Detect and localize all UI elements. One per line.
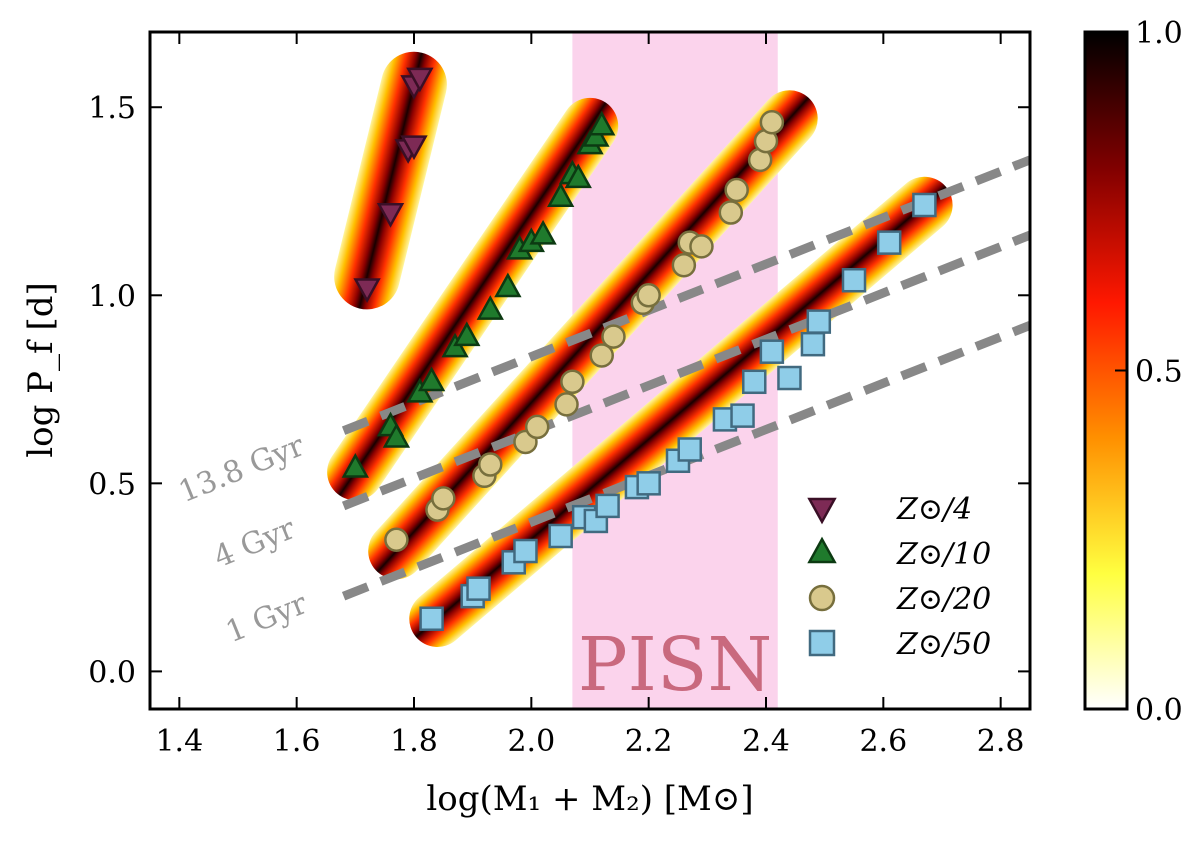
data-point-series-3 bbox=[554, 392, 579, 417]
data-point-series-4 bbox=[876, 230, 902, 255]
legend-label: Z⊙/4 bbox=[896, 492, 972, 527]
data-point-series-3 bbox=[636, 283, 661, 308]
data-point-series-3 bbox=[478, 452, 503, 477]
legend-label: Z⊙/10 bbox=[896, 537, 991, 572]
data-point-series-4 bbox=[841, 267, 867, 293]
legend-label: Z⊙/20 bbox=[896, 582, 991, 617]
legend-marker bbox=[807, 497, 837, 525]
y-tick-label: 0.0 bbox=[88, 655, 136, 690]
x-tick-label: 2.0 bbox=[507, 724, 555, 759]
data-point-series-4 bbox=[677, 437, 702, 462]
data-point-series-4 bbox=[548, 523, 573, 549]
data-point-series-2 bbox=[382, 422, 411, 448]
x-tick-label: 2.2 bbox=[625, 724, 673, 759]
data-point-series-3 bbox=[560, 369, 585, 395]
band-layer bbox=[327, 51, 953, 647]
data-point-series-2 bbox=[341, 453, 370, 478]
data-point-series-3 bbox=[431, 486, 456, 511]
data-point-series-4 bbox=[636, 471, 661, 496]
data-point-series-2 bbox=[476, 295, 504, 320]
y-tick-label: 1.0 bbox=[88, 279, 136, 314]
y-axis-label: log P_f [d] bbox=[21, 282, 61, 457]
axes-frame bbox=[148, 30, 1032, 711]
colorbar-ticks: 0.0 0.5 1.0 bbox=[1115, 16, 1183, 728]
data-point-series-3 bbox=[689, 234, 714, 259]
data-point-series-1 bbox=[353, 278, 381, 303]
data-point-series-3 bbox=[724, 177, 749, 203]
pisn-label: PISN bbox=[578, 622, 772, 708]
data-point-series-2 bbox=[494, 272, 522, 298]
data-point-series-4 bbox=[777, 365, 802, 391]
marker-layer bbox=[341, 67, 937, 631]
data-point-series-3 bbox=[601, 324, 626, 349]
data-point-series-3 bbox=[671, 252, 697, 278]
tick-layer: 1.4 1.6 1.8 2.0 2.2 2.4 2.6 2.8 0.0 0.5 1.0 1.5 bbox=[88, 32, 1030, 759]
data-point-series-2 bbox=[546, 182, 575, 207]
legend-label: Z⊙/50 bbox=[896, 627, 991, 662]
x-tick-label: 1.6 bbox=[273, 724, 321, 759]
colorbar-tick-label: 0.5 bbox=[1135, 355, 1183, 390]
data-point-series-3 bbox=[718, 200, 744, 225]
data-point-series-2 bbox=[417, 366, 446, 392]
data-point-series-2 bbox=[453, 321, 481, 347]
colorbar-tick-label: 0.0 bbox=[1135, 693, 1183, 728]
data-point-series-4 bbox=[730, 403, 755, 428]
data-point-series-3 bbox=[384, 527, 409, 552]
y-tick-label: 0.5 bbox=[88, 467, 136, 502]
data-point-series-1 bbox=[406, 67, 434, 93]
data-point-series-1 bbox=[376, 203, 405, 228]
isochrone-line bbox=[341, 230, 1030, 511]
data-point-series-4 bbox=[595, 493, 620, 519]
data-point-series-4 bbox=[742, 369, 767, 395]
x-tick-label: 1.4 bbox=[155, 724, 203, 759]
data-point-series-4 bbox=[912, 192, 937, 218]
legend-marker bbox=[807, 536, 837, 564]
x-axis-label: log(M₁ + M₂) [M⊙] bbox=[426, 779, 753, 819]
heat-band-3 bbox=[368, 90, 818, 580]
legend-marker bbox=[808, 629, 836, 657]
x-tick-label: 2.6 bbox=[859, 724, 907, 759]
x-tick-label: 2.8 bbox=[977, 724, 1025, 759]
data-point-series-2 bbox=[529, 219, 557, 245]
data-point-series-3 bbox=[759, 110, 785, 135]
y-tick-label: 1.5 bbox=[88, 91, 136, 126]
data-point-series-4 bbox=[806, 309, 832, 334]
data-point-series-2 bbox=[588, 110, 616, 136]
data-point-series-1 bbox=[400, 135, 428, 161]
x-tick-label: 2.4 bbox=[742, 724, 790, 759]
data-point-series-4 bbox=[759, 339, 785, 364]
data-point-series-4 bbox=[800, 331, 826, 357]
data-point-series-4 bbox=[466, 576, 491, 601]
data-point-series-4 bbox=[513, 538, 538, 564]
data-point-series-2 bbox=[564, 163, 592, 189]
colorbar-tick-label: 1.0 bbox=[1135, 16, 1183, 51]
data-point-series-3 bbox=[524, 414, 550, 440]
data-point-series-3 bbox=[589, 343, 614, 368]
heat-band-2 bbox=[327, 97, 619, 501]
data-point-series-4 bbox=[419, 606, 444, 631]
legend: Z⊙/4 Z⊙/10 Z⊙/20 Z⊙/50 bbox=[807, 492, 991, 662]
heat-band-4 bbox=[409, 176, 953, 647]
x-tick-label: 1.8 bbox=[390, 724, 438, 759]
legend-marker bbox=[808, 584, 836, 612]
heat-band-1 bbox=[334, 51, 447, 310]
